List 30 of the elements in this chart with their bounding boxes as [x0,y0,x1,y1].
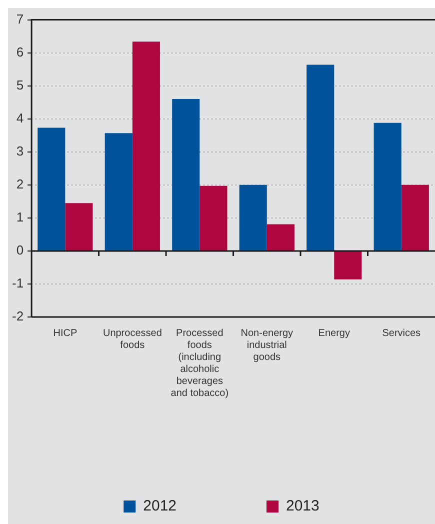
x-tick-label: Processed foods (including alcoholic beverages and tobacco) [170,328,229,399]
x-tick-label: Non-energy industrial goods [240,328,294,363]
y-tick-label: 0 [16,242,24,258]
bar [306,64,334,250]
x-tick-label: Energy [318,328,350,339]
y-tick-label: -2 [12,308,24,324]
y-tick-label: 4 [16,110,24,126]
bar [200,186,228,250]
y-tick-label: -1 [12,276,24,291]
bar [104,133,132,250]
y-tick-label: 2 [16,176,24,192]
x-tick-label: Unprocessed foods [102,328,162,351]
y-tick-label: 6 [16,44,24,60]
y-tick-label: 3 [16,143,24,158]
bar [334,251,362,280]
bar [374,122,402,250]
x-tick-label: HICP [53,328,78,339]
bar [65,203,93,250]
bar [266,224,294,250]
bar [401,184,429,250]
bar [132,42,160,250]
x-tick-label: Services [382,328,421,339]
bar [172,99,200,250]
y-tick-label: 5 [16,77,24,92]
y-tick-label: 7 [16,11,24,26]
legend-label: 2012 [143,498,177,515]
y-tick-label: 1 [16,210,24,225]
bar [38,128,66,250]
bar [239,184,267,250]
legend-label: 2013 [286,498,320,515]
